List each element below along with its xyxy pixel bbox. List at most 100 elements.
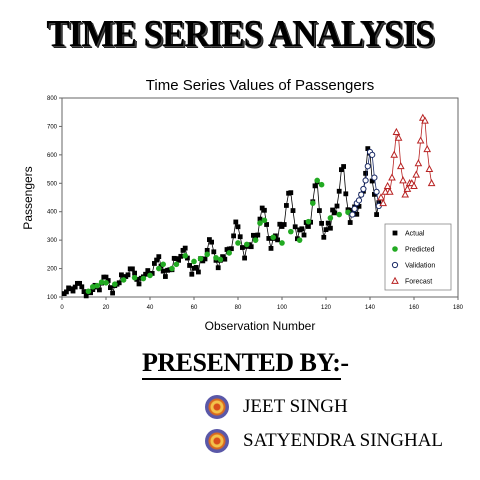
actual-point (257, 216, 263, 222)
actual-point (392, 230, 398, 236)
actual-point (323, 227, 329, 233)
actual-point (262, 207, 267, 213)
predicted-point (226, 250, 232, 256)
actual-point (376, 200, 382, 206)
forecast-point (385, 187, 394, 195)
actual-point (187, 263, 192, 268)
actual-point (83, 293, 89, 299)
predicted-point (156, 265, 162, 272)
predicted-point (173, 261, 180, 268)
predicted-point (98, 279, 105, 286)
actual-point (64, 289, 69, 295)
actual-point (125, 272, 131, 278)
actual-point (341, 164, 346, 169)
actual-point (281, 222, 287, 227)
validation-point (391, 261, 399, 269)
forecast-point (401, 190, 410, 198)
actual-point (182, 245, 188, 251)
actual-point (185, 255, 190, 261)
presenter-name: JEET SINGH (243, 396, 348, 417)
actual-point (97, 287, 102, 293)
actual-point (105, 278, 111, 283)
x-tick-label: 80 (235, 305, 242, 311)
actual-point (288, 190, 294, 196)
predicted-point (213, 254, 219, 261)
actual-point (363, 170, 368, 176)
axis-ticks: 0 20 40 60 80 100 120 140 160 180 100 200 300 400 500 6… (47, 96, 464, 311)
actual-point (321, 234, 327, 240)
actual-point (365, 146, 371, 152)
actual-point (266, 236, 272, 241)
y-tick-label: 500 (47, 181, 58, 187)
actual-point (343, 191, 349, 197)
actual-point (136, 281, 142, 287)
bullet-icon (205, 429, 229, 453)
predicted-point (160, 261, 166, 268)
validation-point (360, 185, 367, 193)
predicted-point (392, 246, 398, 252)
actual-point (264, 222, 269, 227)
actual-point (211, 249, 217, 255)
predicted-point (169, 265, 175, 272)
actual-point (77, 280, 82, 286)
actual-point (154, 257, 159, 263)
actual-point (369, 178, 375, 184)
actual-point (196, 269, 201, 275)
bullet-icon (205, 395, 229, 419)
chart-legend: Actual Predicted Validation Forecast (384, 223, 452, 291)
actual-point (242, 255, 247, 261)
validation-point (355, 197, 363, 204)
actual-point (149, 271, 155, 276)
predicted-point (85, 288, 92, 295)
y-tick-label: 600 (47, 153, 58, 159)
x-tick-label: 20 (103, 305, 110, 311)
actual-point (132, 270, 137, 276)
actual-point (231, 233, 236, 239)
actual-point (202, 256, 208, 262)
predicted-point (204, 251, 210, 258)
actual-point (163, 274, 168, 279)
actual-point (354, 211, 360, 217)
predicted-point (120, 277, 127, 283)
actual-point (229, 246, 234, 252)
chart-title: Time Series Values of Passengers (146, 77, 374, 94)
predicted-point (345, 209, 351, 216)
actual-point (119, 272, 124, 278)
forecast-point (383, 181, 392, 190)
validation-point (371, 174, 378, 181)
predicted-point (310, 200, 316, 206)
predicted-point (244, 241, 250, 248)
actual-point (220, 254, 225, 260)
presenter-name: SATYENDRA SINGHAL (243, 430, 444, 451)
actual-point (306, 224, 311, 229)
presenter-item: JEET SINGH (205, 392, 348, 422)
actual-point (325, 220, 331, 226)
forecast-point (391, 276, 399, 284)
predicted-point (103, 279, 109, 286)
presenter-item: SATYENDRA SINGHAL (205, 426, 443, 456)
validation-point (373, 188, 380, 195)
actual-point (319, 220, 324, 226)
forecast-point (421, 116, 429, 124)
predicted-point (217, 256, 224, 263)
x-axis-label: Observation Number (205, 319, 316, 333)
predicted-point (235, 240, 241, 246)
forecast-point (425, 164, 434, 172)
actual-point (317, 208, 322, 213)
forecast-point (392, 127, 401, 136)
actual-point (330, 207, 335, 213)
actual-point (255, 232, 261, 238)
forecast-point (390, 150, 399, 158)
predicted-point (336, 211, 343, 218)
actual-point (108, 285, 113, 291)
predicted-point (94, 282, 100, 289)
actual-point (178, 253, 184, 259)
actual-point (374, 212, 379, 217)
predicted-point (327, 215, 334, 221)
predicted-point (140, 275, 147, 282)
legend-label: Forecast (405, 279, 432, 286)
forecast-point (410, 181, 418, 190)
validation-point (369, 151, 376, 158)
validation-point (351, 205, 358, 212)
actual-point (145, 268, 151, 273)
